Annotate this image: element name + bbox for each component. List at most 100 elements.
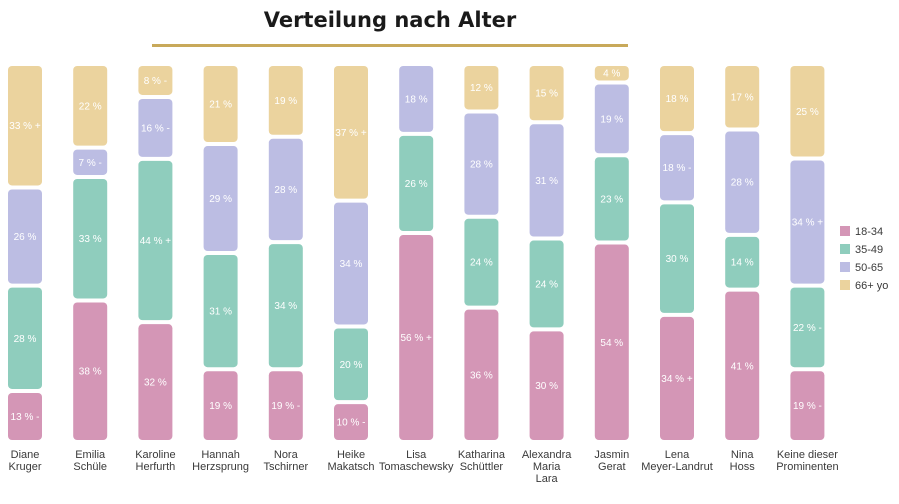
bar-segment bbox=[725, 131, 760, 233]
bar-segment bbox=[268, 66, 303, 135]
data-label: 31 % bbox=[535, 176, 558, 187]
data-label: 22 % bbox=[79, 101, 102, 112]
bar-segment bbox=[334, 202, 368, 325]
bar-stack: 54 % 23 % 19 % 4 % bbox=[594, 66, 629, 440]
bar-segment bbox=[334, 328, 368, 401]
data-label: 10 % - bbox=[337, 418, 366, 429]
bar-segment bbox=[464, 113, 499, 215]
bar-stack: 32 % 44 % + 16 % - 8 % - bbox=[138, 66, 173, 440]
legend-swatch bbox=[840, 226, 850, 236]
category-label: Keine dieser Prominenten bbox=[776, 449, 838, 473]
category-label: Hannah Herzsprung bbox=[192, 449, 249, 473]
bar-segment bbox=[399, 235, 434, 440]
bar-segment bbox=[594, 157, 629, 241]
bar-stack: 34 % + 30 % 18 % - 18 % bbox=[660, 66, 694, 440]
category-label: Lena Meyer-Landrut bbox=[641, 449, 713, 473]
bar-segment bbox=[464, 66, 499, 110]
data-label: 19 % - bbox=[271, 401, 300, 412]
bar-stack: 36 % 24 % 28 % 12 % bbox=[464, 66, 499, 440]
category-label: Katharina Schüttler bbox=[458, 449, 506, 473]
bar-segment bbox=[203, 371, 238, 440]
bar-stack: 38 % 33 % 7 % - 22 % bbox=[73, 66, 108, 440]
legend: 18-34 35-49 50-65 66+ yo bbox=[840, 226, 888, 292]
bar-segment bbox=[660, 204, 694, 313]
bar-segment bbox=[268, 138, 303, 241]
legend-label: 35-49 bbox=[855, 244, 883, 256]
legend-label: 18-34 bbox=[855, 226, 883, 238]
bar-segment bbox=[73, 149, 108, 175]
data-label: 37 % + bbox=[335, 128, 367, 139]
data-label: 28 % bbox=[274, 185, 297, 196]
legend-label: 66+ yo bbox=[855, 280, 888, 292]
bar-segment bbox=[790, 371, 825, 440]
bar-segment bbox=[594, 84, 629, 154]
bar-segment bbox=[8, 189, 42, 284]
data-label: 7 % - bbox=[79, 158, 102, 169]
category-label: Nora Tschirner bbox=[263, 449, 308, 473]
bar-stack: 56 % + 26 % 18 % bbox=[399, 66, 434, 440]
data-label: 34 % bbox=[274, 301, 297, 312]
data-label: 4 % bbox=[603, 69, 620, 80]
data-label: 34 % bbox=[340, 259, 363, 270]
bar-segment bbox=[203, 66, 238, 143]
data-label: 13 % - bbox=[11, 412, 40, 423]
data-label: 54 % bbox=[600, 338, 623, 349]
bar-segment bbox=[594, 66, 629, 81]
bar-segment bbox=[268, 244, 303, 368]
bar-segment bbox=[399, 66, 434, 132]
data-label: 28 % bbox=[470, 160, 493, 171]
bar-segment bbox=[73, 302, 108, 440]
bar-segment bbox=[73, 66, 108, 146]
data-label: 18 % - bbox=[663, 163, 692, 174]
bar-stack: 41 % 14 % 28 % 17 % bbox=[725, 66, 760, 440]
bar-segment bbox=[138, 66, 173, 95]
data-label: 24 % bbox=[470, 258, 493, 269]
category-labels: Diane Kruger Emilia Schüle Karoline Herfurth H… bbox=[8, 449, 838, 485]
data-label: 21 % bbox=[209, 100, 232, 111]
data-label: 32 % bbox=[144, 378, 167, 389]
data-label: 16 % - bbox=[141, 123, 170, 134]
data-label: 12 % bbox=[470, 83, 493, 94]
category-label: Emilia Schüle bbox=[73, 449, 107, 473]
data-label: 14 % bbox=[731, 258, 754, 269]
bar-stack: 30 % 24 % 31 % 15 % bbox=[529, 66, 564, 440]
category-label: Heike Makatsch bbox=[327, 449, 374, 473]
bar-segment bbox=[138, 98, 173, 157]
category-label: Diane Kruger bbox=[8, 449, 41, 473]
data-label: 33 % + bbox=[9, 121, 41, 132]
data-label: 19 % bbox=[209, 401, 232, 412]
bar-segment bbox=[790, 287, 825, 368]
category-label: Alexandra Maria Lara bbox=[522, 449, 572, 485]
bar-segment bbox=[725, 291, 760, 440]
data-label: 30 % bbox=[535, 381, 558, 392]
bar-segment bbox=[8, 66, 42, 186]
bar-segment bbox=[464, 309, 499, 440]
bar-segment bbox=[268, 371, 303, 440]
data-label: 33 % bbox=[79, 234, 102, 245]
data-label: 22 % - bbox=[793, 323, 822, 334]
bar-segment bbox=[334, 404, 368, 440]
data-label: 38 % bbox=[79, 367, 102, 378]
legend-label: 50-65 bbox=[855, 262, 883, 274]
bar-segment bbox=[660, 66, 694, 132]
bars-group: 13 % - 28 % 26 % 33 % + 38 % 33 % 7 % - 22 % 32 … bbox=[8, 66, 825, 440]
legend-swatch bbox=[840, 244, 850, 254]
data-label: 26 % bbox=[14, 232, 37, 243]
bar-segment bbox=[529, 124, 564, 237]
category-label: Nina Hoss bbox=[730, 449, 756, 473]
category-label: Lisa Tomaschewsky bbox=[379, 449, 454, 473]
data-label: 28 % bbox=[731, 178, 754, 189]
data-label: 24 % bbox=[535, 279, 558, 290]
chart-title: Verteilung nach Alter bbox=[263, 8, 517, 32]
bar-segment bbox=[725, 236, 760, 288]
legend-swatch bbox=[840, 280, 850, 290]
title-underline bbox=[152, 44, 628, 47]
bar-segment bbox=[8, 392, 42, 440]
bar-segment bbox=[725, 66, 760, 128]
bar-segment bbox=[464, 218, 499, 306]
data-label: 23 % bbox=[600, 194, 623, 205]
bar-segment bbox=[529, 66, 564, 121]
data-label: 29 % bbox=[209, 194, 232, 205]
data-label: 8 % - bbox=[144, 76, 167, 87]
